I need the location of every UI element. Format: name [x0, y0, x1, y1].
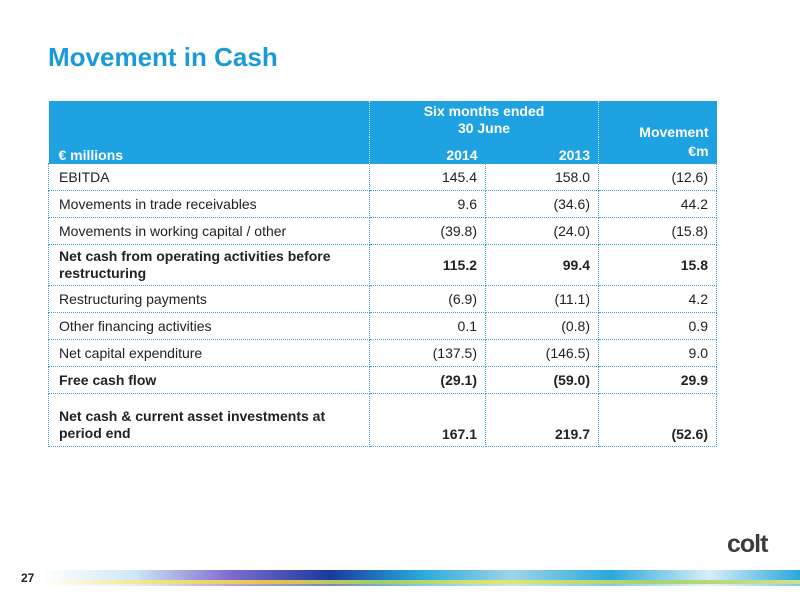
row-label: Net cash & current asset investments at … [48, 393, 370, 447]
value-2014: 0.1 [369, 312, 486, 340]
table-row-total: Free cash flow (29.1) (59.0) 29.9 [48, 366, 718, 394]
table-header: Six months ended 30 June Movement €m € m… [48, 101, 717, 164]
value-2014: (39.8) [369, 217, 486, 245]
value-2013: 99.4 [484, 244, 600, 286]
slide-title: Movement in Cash [48, 42, 278, 72]
value-2013: (11.1) [484, 285, 600, 313]
value-2013: (24.0) [484, 217, 600, 245]
table-row: Movements in trade receivables 9.6 (34.6… [48, 190, 718, 218]
row-label: Movements in trade receivables [48, 190, 370, 218]
header-blank-cell [48, 101, 370, 137]
row-label: Movements in working capital / other [48, 217, 370, 245]
row-label: Net cash from operating activities befor… [48, 244, 370, 286]
movement-header-line2: €m [688, 143, 709, 159]
row-label: Net capital expenditure [48, 339, 370, 367]
table-row: EBITDA 145.4 158.0 (12.6) [48, 163, 718, 191]
cash-movement-table: Six months ended 30 June Movement €m € m… [48, 101, 718, 447]
table-row-subtotal: Net cash from operating activities befor… [48, 244, 718, 286]
table-row: Other financing activities 0.1 (0.8) 0.9 [48, 312, 718, 340]
period-header: Six months ended 30 June [368, 101, 600, 137]
value-movement: 9.0 [598, 339, 718, 367]
value-2014: 167.1 [369, 393, 486, 447]
footer-gradient-stripe [42, 570, 800, 586]
value-2013: (34.6) [484, 190, 600, 218]
period-header-line2: 30 June [457, 120, 511, 136]
row-label: Free cash flow [48, 366, 370, 394]
value-2013: 219.7 [484, 393, 600, 447]
value-2013: (0.8) [484, 312, 600, 340]
page-number: 27 [21, 571, 35, 585]
value-2014: 115.2 [369, 244, 486, 286]
unit-label: € millions [48, 137, 370, 164]
table-row: Restructuring payments (6.9) (11.1) 4.2 [48, 285, 718, 313]
value-movement: 15.8 [598, 244, 718, 286]
row-label: Other financing activities [48, 312, 370, 340]
period-header-line1: Six months ended [423, 103, 545, 119]
value-movement: (15.8) [598, 217, 718, 245]
value-2014: (137.5) [369, 339, 486, 367]
table-row: Net capital expenditure (137.5) (146.5) … [48, 339, 718, 367]
row-label: Restructuring payments [48, 285, 370, 313]
value-2014: 9.6 [369, 190, 486, 218]
movement-header-line1: Movement [639, 124, 709, 140]
value-movement: 44.2 [598, 190, 718, 218]
value-2013: 158.0 [484, 163, 600, 191]
value-2014: (6.9) [369, 285, 486, 313]
value-movement: 0.9 [598, 312, 718, 340]
value-2014: 145.4 [369, 163, 486, 191]
year-2013-header: 2013 [485, 137, 600, 164]
colt-logo: colt [727, 530, 768, 558]
table-row: Movements in working capital / other (39… [48, 217, 718, 245]
movement-header: Movement €m [598, 101, 717, 164]
value-movement: 29.9 [598, 366, 718, 394]
value-movement: (12.6) [598, 163, 718, 191]
value-2014: (29.1) [369, 366, 486, 394]
value-movement: 4.2 [598, 285, 718, 313]
value-movement: (52.6) [598, 393, 718, 447]
value-2013: (146.5) [484, 339, 600, 367]
value-2013: (59.0) [484, 366, 600, 394]
year-2014-header: 2014 [369, 137, 486, 164]
row-label: EBITDA [48, 163, 370, 191]
table-row-total: Net cash & current asset investments at … [48, 393, 718, 447]
